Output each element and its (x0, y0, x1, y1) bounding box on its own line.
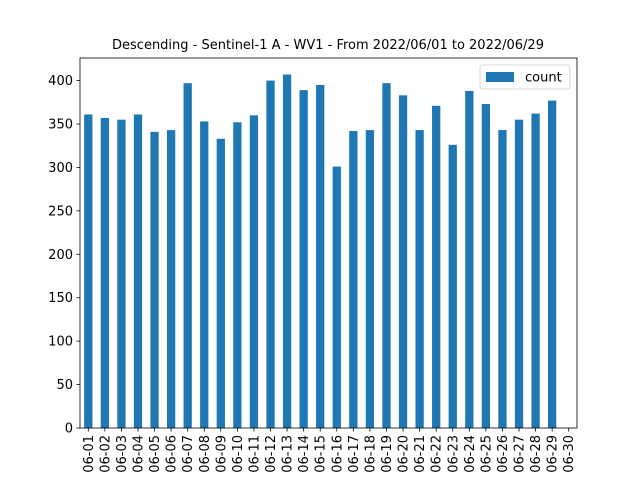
bar-06-10 (233, 122, 242, 429)
x-tick-label: 06-23 (446, 435, 461, 473)
y-tick-label: 200 (48, 248, 73, 263)
bar-06-25 (481, 104, 491, 428)
x-tick-label: 06-19 (380, 435, 395, 473)
legend-swatch (486, 72, 514, 82)
bar-06-03 (117, 119, 126, 429)
bar-06-16 (332, 166, 341, 428)
bar-06-27 (514, 119, 524, 429)
bar-06-17 (349, 130, 358, 428)
legend-box (479, 64, 571, 90)
y-axis: 0 50 100 150 200 250 300 350 400 (48, 74, 80, 437)
x-axis: 06-01 06-02 06-03 06-04 06-05 06-06 06-07 06-08… (82, 428, 577, 473)
x-tick-label: 06-10 (231, 435, 246, 473)
x-tick-label: 06-22 (430, 435, 445, 473)
x-tick-label: 06-02 (98, 435, 113, 473)
x-tick-label: 06-13 (281, 435, 296, 473)
bar-06-01 (84, 114, 93, 429)
legend: count (479, 64, 571, 90)
x-tick-label: 06-04 (131, 435, 146, 473)
bar-06-14 (299, 90, 308, 428)
bar-06-09 (216, 138, 225, 428)
x-tick-label: 06-07 (181, 435, 196, 473)
x-tick-label: 06-06 (165, 435, 180, 473)
bar-06-12 (266, 80, 275, 428)
x-tick-label: 06-29 (546, 435, 561, 473)
x-tick-label: 06-28 (529, 435, 544, 473)
x-tick-label: 06-25 (479, 435, 494, 473)
bar-06-29 (548, 100, 557, 428)
x-tick-label: 06-30 (562, 435, 577, 473)
bar-06-20 (398, 95, 408, 428)
bar-06-15 (316, 84, 325, 429)
y-tick-label: 50 (56, 378, 73, 393)
bar-06-19 (382, 83, 391, 428)
bar-06-22 (432, 105, 441, 429)
bar-06-07 (183, 83, 192, 428)
bar-06-23 (448, 144, 457, 428)
bar-06-02 (100, 117, 109, 429)
x-tick-label: 06-20 (397, 435, 412, 473)
x-tick-label: 06-15 (314, 435, 329, 473)
bar-06-11 (249, 115, 259, 428)
x-tick-label: 06-11 (247, 435, 262, 473)
bar-06-28 (531, 113, 540, 428)
y-tick-label: 250 (48, 204, 73, 219)
x-tick-label: 06-14 (297, 435, 312, 473)
x-tick-label: 06-01 (82, 435, 97, 473)
x-tick-label: 06-27 (513, 435, 528, 473)
y-tick-label: 0 (65, 422, 73, 437)
x-tick-label: 06-08 (198, 435, 213, 473)
x-tick-label: 06-12 (264, 435, 279, 473)
bar-06-08 (200, 121, 209, 429)
bar-06-21 (415, 130, 424, 428)
chart-title: Descending - Sentinel-1 A - WV1 - From 2… (112, 38, 544, 53)
y-tick-label: 300 (48, 161, 73, 176)
bar-06-24 (465, 91, 474, 428)
bar-06-06 (166, 130, 176, 428)
bar-06-26 (498, 130, 507, 428)
x-tick-label: 06-09 (214, 435, 229, 473)
x-tick-label: 06-24 (463, 435, 478, 473)
x-tick-label: 06-17 (347, 435, 362, 473)
bar-06-04 (133, 114, 143, 429)
legend-label: count (525, 71, 562, 86)
bar-06-05 (150, 131, 159, 428)
x-tick-label: 06-03 (115, 435, 130, 473)
bar-06-18 (365, 130, 375, 428)
x-tick-label: 06-21 (413, 435, 428, 473)
x-tick-label: 06-05 (148, 435, 163, 473)
x-tick-label: 06-26 (496, 435, 511, 473)
x-tick-label: 06-18 (363, 435, 378, 473)
y-tick-label: 150 (48, 291, 73, 306)
y-tick-label: 100 (48, 335, 73, 350)
bar-06-13 (282, 74, 292, 428)
y-tick-label: 400 (48, 74, 73, 89)
y-tick-label: 350 (48, 118, 73, 133)
axes-frame (79, 57, 578, 429)
x-tick-label: 06-16 (330, 435, 345, 473)
bars (84, 74, 557, 429)
